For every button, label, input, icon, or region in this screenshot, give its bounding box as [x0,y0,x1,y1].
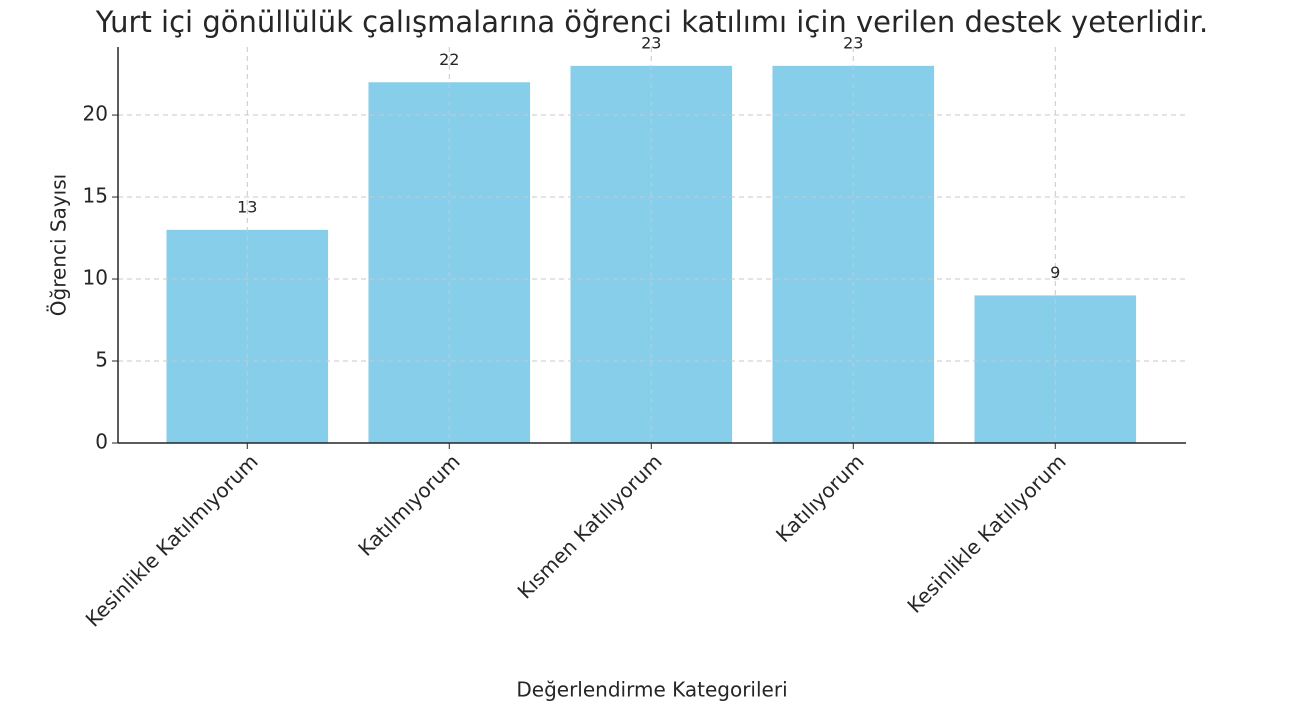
chart-title: Yurt içi gönüllülük çalışmalarına öğrenc… [95,5,1208,39]
value-label: 22 [439,50,459,69]
x-tick-label: Kesinlikle Katılmıyorum [81,449,263,631]
value-label: 23 [843,33,863,52]
x-tick-label: Kesinlikle Katılıyorum [902,449,1070,617]
x-tick-label: Katılmıyorum [353,449,464,560]
x-tick-label: Kısmen Katılıyorum [513,449,667,603]
x-tick-label: Katılıyorum [771,449,869,547]
value-label: 9 [1050,263,1060,282]
y-tick-label: 15 [83,184,108,208]
y-tick-label: 20 [83,102,108,126]
y-tick-label: 5 [95,348,108,372]
y-tick-label: 10 [83,266,108,290]
value-label: 13 [237,197,257,216]
y-tick-label: 0 [95,430,108,454]
bar [368,82,531,443]
value-label: 23 [641,33,661,52]
x-axis-label: Değerlendirme Kategorileri [516,678,787,702]
y-axis-label: Öğrenci Sayısı [47,174,71,316]
